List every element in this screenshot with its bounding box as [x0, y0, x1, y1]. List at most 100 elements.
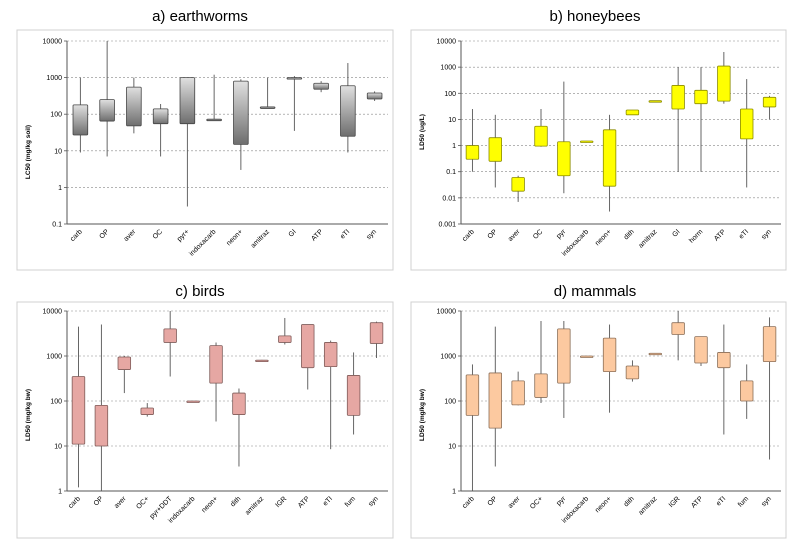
y-tick-label: 1000 — [440, 354, 456, 361]
box-rect — [206, 118, 222, 122]
box-carb — [72, 77, 89, 153]
box-OC+ — [534, 320, 548, 404]
box-rect — [163, 328, 177, 343]
box-rect — [232, 392, 246, 415]
box-aver — [126, 77, 142, 134]
x-tick-label: dith — [623, 228, 636, 241]
box-rect — [71, 376, 86, 445]
y-tick-label: 100 — [444, 399, 456, 406]
y-tick-label: 0.001 — [438, 222, 456, 229]
x-tick-label: fum — [737, 495, 750, 508]
box-syn — [369, 321, 384, 359]
x-tick-label: neon+ — [225, 228, 244, 247]
y-axis-label: LD50 (ug/L) — [419, 114, 426, 150]
x-tick-label: GI — [288, 228, 298, 238]
box-GI — [286, 76, 303, 131]
box-rect — [648, 100, 662, 103]
box-rect — [488, 137, 502, 162]
y-tick-label: 1 — [452, 143, 456, 150]
box-rect — [534, 125, 548, 147]
box-pyr+DDT — [163, 311, 177, 377]
x-tick-label: neon+ — [201, 495, 220, 514]
box-rect — [671, 85, 685, 110]
x-tick-label: eTI — [738, 228, 750, 240]
box-rect — [671, 322, 685, 335]
x-tick-label: syn — [760, 228, 773, 241]
box-rect — [117, 356, 132, 370]
box-rect — [94, 404, 109, 447]
x-tick-label: pyr — [555, 228, 567, 240]
x-tick-label: neon+ — [594, 228, 613, 247]
panel-title-earthworms: a) earthworms — [152, 8, 248, 25]
box-amitraz — [648, 352, 662, 356]
x-tick-label: OP — [487, 228, 499, 240]
box-eTI — [340, 63, 356, 153]
box-eTI — [740, 79, 754, 188]
panel-title-honeybees: b) honeybees — [549, 8, 641, 25]
y-tick-label: 1000 — [46, 75, 62, 82]
x-tick-label: OC+ — [529, 495, 544, 510]
box-dith — [625, 360, 640, 382]
box-OC — [152, 103, 169, 157]
x-tick-label: aver — [507, 495, 522, 510]
y-tick-label: 1 — [452, 489, 456, 496]
x-tick-label: carb — [461, 495, 476, 510]
box-indoxacarb — [206, 74, 222, 122]
x-tick-label: syn — [365, 228, 378, 241]
panel-frame — [16, 29, 394, 271]
x-tick-label: eTI — [339, 228, 351, 240]
box-rect — [278, 335, 292, 343]
box-neon+ — [233, 79, 249, 170]
x-tick-label: syn — [760, 495, 773, 508]
y-tick-label: 0.1 — [52, 222, 62, 229]
box-ATP — [717, 51, 731, 104]
x-tick-label: OC — [532, 228, 544, 240]
box-rect — [602, 129, 617, 187]
box-rect — [740, 380, 754, 402]
x-tick-label: dith — [623, 495, 636, 508]
y-tick-label: 10000 — [437, 39, 457, 46]
y-tick-label: 10000 — [43, 309, 63, 316]
x-tick-label: ATP — [690, 495, 704, 509]
box-rect — [580, 355, 594, 358]
box-indoxacarb — [580, 140, 594, 143]
x-tick-label: carb — [69, 228, 84, 243]
box-rect — [717, 352, 731, 369]
x-tick-label: OC — [152, 228, 164, 240]
box-rect — [369, 322, 384, 344]
x-tick-label: pyr — [555, 495, 567, 507]
box-eTI — [717, 324, 731, 435]
x-tick-label: ATP — [713, 228, 727, 242]
x-tick-label: amitraz — [638, 228, 660, 250]
box-rect — [346, 375, 361, 416]
box-ATP — [694, 336, 708, 366]
x-tick-label: neon+ — [594, 495, 613, 514]
box-OP — [488, 114, 502, 188]
box-neon+ — [209, 342, 223, 422]
x-tick-label: fum — [344, 495, 357, 508]
x-tick-label: dith — [229, 495, 242, 508]
x-tick-label: IGR — [274, 495, 288, 509]
box-syn — [762, 317, 777, 460]
y-tick-label: 10 — [54, 444, 62, 451]
x-tick-label: amitraz — [638, 495, 660, 517]
box-rect — [625, 365, 640, 380]
box-GI — [671, 67, 685, 172]
y-tick-label: 1000 — [46, 354, 62, 361]
x-tick-label: GI — [671, 228, 681, 238]
box-rect — [762, 326, 777, 363]
box-rect — [534, 373, 548, 398]
box-fum — [346, 352, 361, 435]
panel-title-birds: c) birds — [175, 283, 225, 300]
box-rect — [740, 108, 754, 140]
y-tick-label: 100 — [444, 91, 456, 98]
y-tick-label: 10000 — [437, 309, 457, 316]
box-rect — [717, 65, 731, 102]
chart-panel-0: 10000 1000 100 10 1 0.1 LC50 (mg/kg soil) carb O… — [16, 29, 394, 271]
box-OC — [534, 109, 548, 147]
y-axis-label: LC50 (mg/kg soil) — [25, 125, 32, 179]
box-rect — [323, 342, 338, 368]
box-rect — [602, 337, 617, 373]
x-tick-label: eTI — [322, 495, 334, 507]
y-tick-label: 10 — [54, 148, 62, 155]
